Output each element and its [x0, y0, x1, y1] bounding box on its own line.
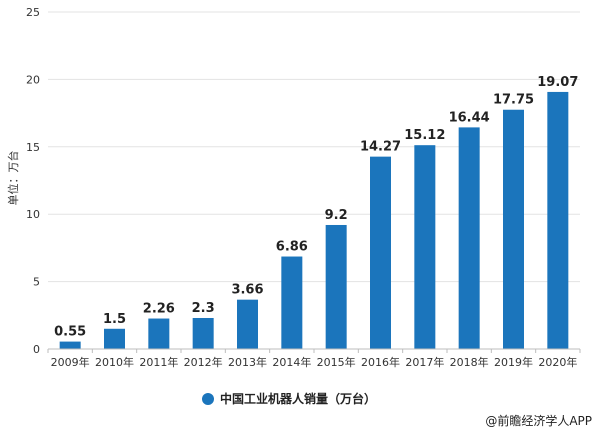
y-axis-title: 单位：万台 [6, 151, 20, 206]
data-label: 0.55 [54, 325, 86, 340]
bar [59, 341, 81, 349]
legend: 中国工业机器人销量（万台） [202, 391, 376, 406]
bar [370, 156, 391, 349]
bar [192, 317, 214, 349]
data-label: 2.3 [192, 301, 215, 316]
data-label: 17.75 [493, 93, 534, 108]
y-tick-label: 10 [26, 208, 40, 221]
grid-lines [48, 11, 580, 283]
y-tick-label: 15 [26, 141, 40, 154]
bar [458, 127, 480, 350]
data-label: 6.86 [276, 240, 308, 255]
data-label: 2.26 [143, 302, 175, 317]
y-tick-label: 0 [33, 343, 40, 356]
x-tick-label: 2011年 [139, 355, 178, 369]
x-tick-label: 2016年 [361, 355, 400, 369]
data-label: 16.44 [449, 110, 490, 125]
data-label: 9.2 [325, 208, 348, 223]
bar [104, 328, 125, 349]
x-tick-label: 2009年 [51, 355, 90, 369]
bar [414, 145, 436, 349]
bars [59, 91, 569, 350]
y-axis-ticks: 0 5 10 15 20 25 [26, 6, 40, 356]
bar [148, 318, 170, 349]
x-tick-label: 2010年 [95, 355, 134, 369]
x-tick-label: 2015年 [317, 355, 356, 369]
data-label: 3.66 [231, 283, 263, 298]
y-tick-label: 5 [33, 276, 40, 289]
x-tick-label: 2018年 [450, 355, 489, 369]
bar [547, 91, 569, 349]
y-tick-label: 25 [26, 6, 40, 19]
x-axis-ticks: 2009年 2010年 2011年 2012年 2013年 2014年 2015年 2016年… [47, 349, 581, 369]
bar [237, 299, 258, 349]
data-label: 1.5 [103, 312, 126, 327]
data-label: 15.12 [404, 128, 445, 143]
legend-swatch [202, 393, 214, 405]
x-tick-label: 2019年 [494, 355, 533, 369]
bar [325, 224, 347, 349]
legend-label: 中国工业机器人销量（万台） [220, 391, 376, 406]
data-label: 19.07 [537, 75, 578, 90]
source-credit: @前瞻经济学人APP [485, 413, 592, 428]
x-tick-label: 2020年 [538, 355, 577, 369]
bar [281, 256, 303, 349]
x-tick-label: 2013年 [228, 355, 267, 369]
y-tick-label: 20 [26, 73, 40, 86]
data-label: 14.27 [360, 140, 401, 155]
bar [503, 109, 524, 349]
x-tick-label: 2014年 [272, 355, 311, 369]
x-tick-label: 2012年 [184, 355, 223, 369]
x-tick-label: 2017年 [405, 355, 444, 369]
